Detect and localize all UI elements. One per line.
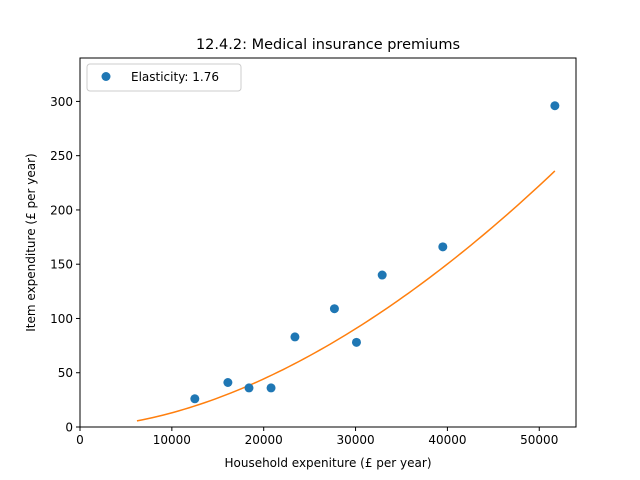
y-tick-label: 100 xyxy=(50,312,73,326)
legend-label: Elasticity: 1.76 xyxy=(131,70,219,84)
legend-box xyxy=(86,63,242,92)
data-point-layer xyxy=(190,101,560,404)
y-axis-label: Item expenditure (£ per year) xyxy=(24,153,38,331)
x-tick-label: 0 xyxy=(76,433,84,447)
legend: Elasticity: 1.76 xyxy=(86,63,242,92)
y-tick-label: 250 xyxy=(50,149,73,163)
data-point xyxy=(329,304,339,314)
fit-line-layer xyxy=(136,170,556,422)
y-axis: 0 50 100 150 200 250 300 xyxy=(50,95,80,435)
legend-marker xyxy=(101,72,111,81)
data-point xyxy=(438,242,448,252)
data-point xyxy=(190,394,200,404)
x-tick-label: 10000 xyxy=(153,433,191,447)
data-point xyxy=(223,378,233,388)
data-point xyxy=(266,383,276,393)
x-tick-label: 50000 xyxy=(520,433,558,447)
data-point xyxy=(290,332,300,342)
data-point xyxy=(550,101,560,111)
x-tick-label: 40000 xyxy=(428,433,466,447)
plot-area xyxy=(79,57,577,428)
x-tick-label: 20000 xyxy=(245,433,283,447)
x-tick-label: 30000 xyxy=(336,433,374,447)
chart-title: 12.4.2: Medical insurance premiums xyxy=(196,37,460,53)
y-tick-label: 150 xyxy=(50,258,73,272)
data-point xyxy=(244,383,254,393)
y-tick-label: 300 xyxy=(50,95,73,109)
x-axis: 0 10000 20000 30000 40000 50000 xyxy=(76,427,558,447)
x-axis-label: Household expeniture (£ per year) xyxy=(224,456,431,470)
y-tick-label: 50 xyxy=(58,366,73,380)
y-tick-label: 0 xyxy=(65,421,73,435)
data-point xyxy=(377,270,387,280)
plot-frame xyxy=(79,57,577,428)
fit-line xyxy=(136,170,556,422)
y-tick-label: 200 xyxy=(50,203,73,217)
data-point xyxy=(351,337,361,347)
